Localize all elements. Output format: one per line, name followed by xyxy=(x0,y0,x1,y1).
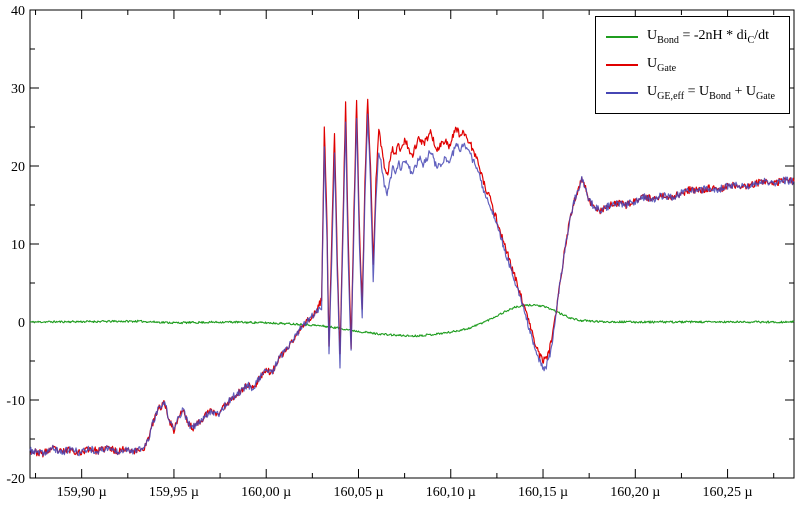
x-tick-label: 160,25 µ xyxy=(703,485,753,500)
x-tick-label: 160,10 µ xyxy=(426,485,476,500)
x-tick-label: 159,95 µ xyxy=(149,485,199,500)
series-ugate xyxy=(29,98,795,458)
x-tick-label: 159,90 µ xyxy=(57,485,107,500)
legend-label-ugeeff: UGE,eff = UBond + UGate xyxy=(647,84,775,102)
series-ugeeff xyxy=(29,113,795,457)
y-tick-label: 20 xyxy=(11,160,25,175)
legend-label-ugate: UGate xyxy=(647,56,677,74)
y-tick-label: -20 xyxy=(6,472,25,487)
y-tick-label: 10 xyxy=(11,238,25,253)
y-tick-label: -10 xyxy=(6,394,25,409)
legend-item-ugeeff: UGE,eff = UBond + UGate xyxy=(606,79,775,107)
y-tick-label: 30 xyxy=(11,82,25,97)
legend-item-ugate: UGate xyxy=(606,51,775,79)
legend-line-swatch-ugeeff xyxy=(606,92,638,94)
legend-label-ubond: UBond = -2nH * diC/dt xyxy=(647,28,770,46)
legend-line-swatch-ubond xyxy=(606,36,638,38)
x-tick-label: 160,15 µ xyxy=(518,485,568,500)
x-tick-label: 160,05 µ xyxy=(333,485,383,500)
series-ubond xyxy=(29,303,795,338)
x-tick-label: 160,20 µ xyxy=(610,485,660,500)
x-tick-label: 160,00 µ xyxy=(241,485,291,500)
legend: UBond = -2nH * diC/dt UGate UGE,eff = UBon… xyxy=(595,16,790,114)
y-tick-label: 0 xyxy=(18,316,25,331)
legend-item-ubond: UBond = -2nH * diC/dt xyxy=(606,23,775,51)
y-tick-label: 40 xyxy=(11,4,25,19)
legend-line-swatch-ugate xyxy=(606,64,638,66)
